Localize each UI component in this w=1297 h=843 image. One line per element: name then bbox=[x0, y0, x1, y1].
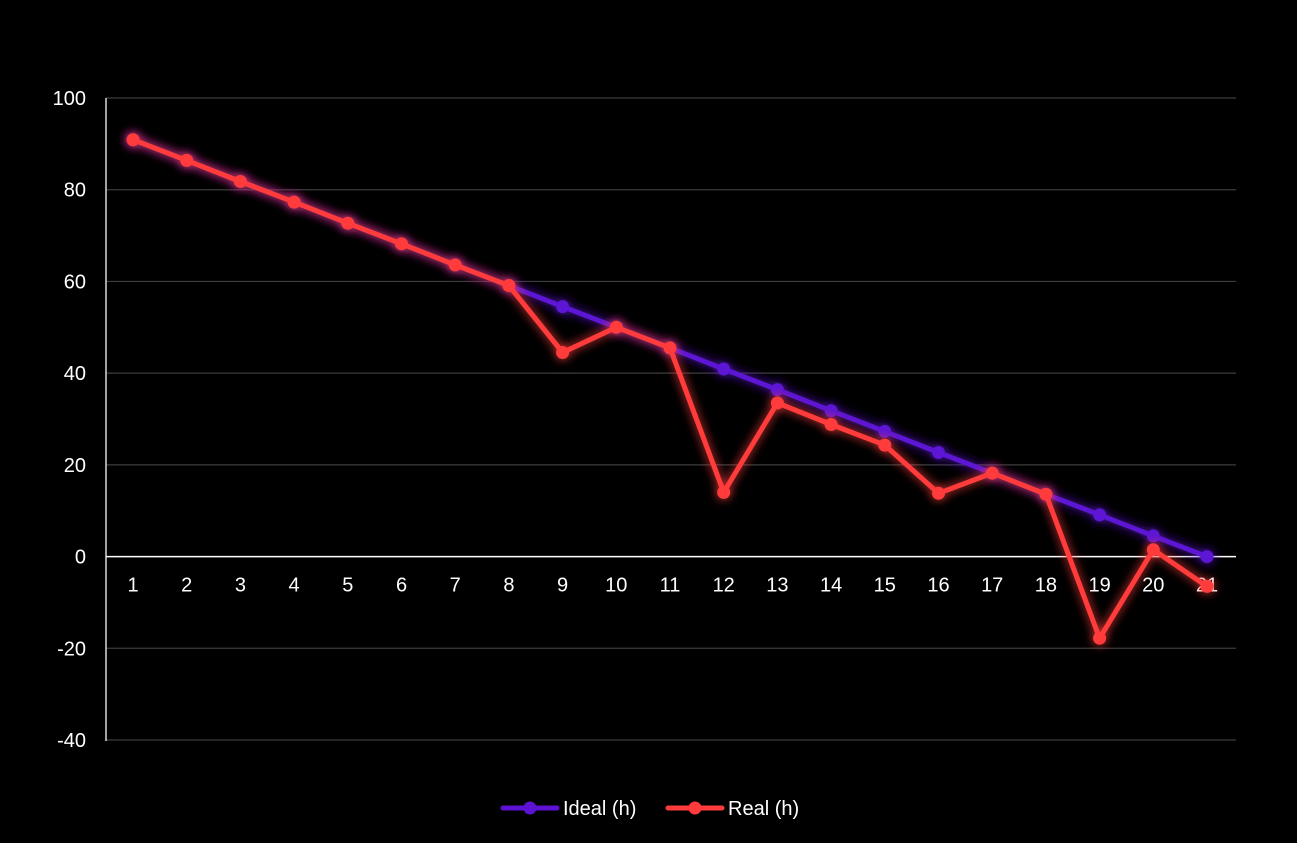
data-point bbox=[448, 258, 462, 272]
data-point bbox=[341, 216, 355, 230]
series-line bbox=[130, 137, 1210, 641]
data-point bbox=[770, 383, 784, 397]
x-tick-label: 4 bbox=[289, 575, 300, 597]
data-point bbox=[932, 486, 945, 500]
x-tick-label: 7 bbox=[450, 575, 461, 597]
y-axis-tick-labels: 100 80 60 40 20 0 -20 -40 bbox=[53, 88, 86, 752]
data-point bbox=[1093, 631, 1107, 645]
data-point bbox=[985, 466, 999, 480]
x-tick-label: 9 bbox=[557, 575, 568, 597]
x-tick-label: 1 bbox=[127, 575, 138, 597]
data-point bbox=[824, 404, 838, 418]
x-tick-label: 16 bbox=[927, 575, 949, 597]
legend-item: Real (h) bbox=[665, 798, 799, 820]
y-tick-label: -20 bbox=[57, 638, 86, 660]
x-tick-label: 11 bbox=[660, 575, 681, 597]
data-point bbox=[1200, 550, 1214, 564]
x-tick-label: 13 bbox=[766, 575, 788, 597]
series-real bbox=[126, 133, 1214, 645]
data-point bbox=[556, 300, 570, 314]
x-axis-tick-labels: 123456789101112131415161718192021 bbox=[127, 575, 1218, 597]
data-point bbox=[1146, 529, 1160, 543]
x-tick-label: 8 bbox=[503, 575, 514, 597]
data-point bbox=[609, 320, 623, 334]
data-point bbox=[770, 396, 784, 410]
y-tick-label: 0 bbox=[75, 547, 86, 569]
data-point bbox=[878, 438, 892, 452]
data-point bbox=[663, 341, 677, 355]
x-tick-label: 15 bbox=[874, 575, 896, 597]
legend-swatch-marker bbox=[688, 801, 702, 815]
data-point bbox=[878, 424, 892, 438]
data-point bbox=[395, 237, 408, 251]
legend: Ideal (h) Real (h) bbox=[500, 798, 799, 820]
legend-item: Ideal (h) bbox=[500, 798, 636, 820]
data-point bbox=[233, 174, 247, 188]
legend-label: Ideal (h) bbox=[563, 798, 636, 820]
data-point bbox=[717, 485, 731, 499]
x-tick-label: 6 bbox=[396, 575, 407, 597]
y-tick-label: 100 bbox=[53, 88, 86, 110]
x-tick-label: 20 bbox=[1142, 575, 1164, 597]
x-tick-label: 3 bbox=[235, 575, 246, 597]
data-point bbox=[1039, 487, 1053, 501]
data-point bbox=[556, 346, 570, 360]
axes bbox=[105, 98, 1236, 741]
x-tick-label: 18 bbox=[1035, 575, 1057, 597]
x-tick-label: 2 bbox=[181, 575, 192, 597]
legend-swatch-marker bbox=[523, 801, 537, 815]
x-tick-label: 5 bbox=[342, 575, 353, 597]
y-tick-label: 80 bbox=[64, 180, 86, 202]
x-tick-label: 10 bbox=[605, 575, 627, 597]
series-lines bbox=[126, 133, 1214, 645]
data-point bbox=[287, 195, 301, 209]
grid-lines bbox=[106, 97, 1236, 741]
data-point bbox=[717, 362, 731, 376]
data-point bbox=[502, 279, 516, 293]
data-point bbox=[1200, 579, 1214, 593]
x-tick-label: 19 bbox=[1088, 575, 1110, 597]
data-point bbox=[824, 418, 838, 432]
y-tick-label: 40 bbox=[64, 363, 86, 385]
x-tick-label: 14 bbox=[820, 575, 842, 597]
y-tick-label: 60 bbox=[64, 271, 86, 293]
x-tick-label: 12 bbox=[713, 575, 735, 597]
data-point bbox=[180, 153, 194, 167]
y-tick-label: -40 bbox=[57, 730, 86, 752]
y-tick-label: 20 bbox=[64, 455, 86, 477]
data-point bbox=[932, 445, 945, 459]
data-point bbox=[1093, 508, 1107, 522]
data-point bbox=[1146, 543, 1160, 557]
x-tick-label: 17 bbox=[981, 575, 1003, 597]
legend-label: Real (h) bbox=[728, 798, 799, 820]
data-point bbox=[126, 133, 140, 147]
